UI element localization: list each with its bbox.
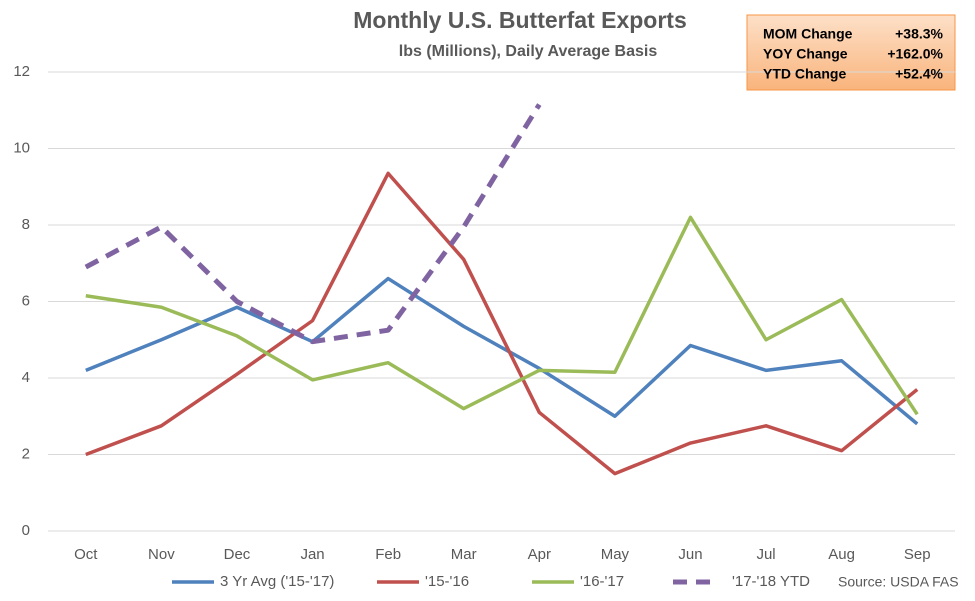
x-tick-label: Feb xyxy=(375,546,401,563)
x-tick-label: Dec xyxy=(224,546,251,563)
x-tick-label: Oct xyxy=(74,546,98,563)
y-tick-label: 10 xyxy=(13,139,30,156)
series-line xyxy=(85,171,919,476)
legend-label: '16-'17 xyxy=(580,573,624,590)
legend-label: '15-'16 xyxy=(425,573,469,590)
y-tick-label: 12 xyxy=(13,63,30,80)
x-tick-label: Jul xyxy=(756,546,775,563)
y-tick-label: 0 xyxy=(22,522,30,539)
summary-label: YTD Change xyxy=(763,66,846,82)
x-tick-label: Sep xyxy=(904,546,931,563)
summary-value: +52.4% xyxy=(895,66,943,82)
series-line xyxy=(85,215,919,416)
summary-label: YOY Change xyxy=(763,46,848,62)
source: Source: USDA FAS xyxy=(838,574,959,590)
x-tick-label: Jan xyxy=(300,546,324,563)
x-tick-label: Aug xyxy=(828,546,855,563)
y-tick-label: 6 xyxy=(22,292,30,309)
x-tick-label: Jun xyxy=(678,546,702,563)
summary-value: +162.0% xyxy=(887,46,943,62)
y-tick-label: 4 xyxy=(22,369,30,386)
x-tick-label: May xyxy=(601,546,630,563)
summary-label: MOM Change xyxy=(763,26,853,42)
series-line xyxy=(84,103,542,345)
legend-label: '17-'18 YTD xyxy=(732,573,810,590)
series-line xyxy=(85,276,919,426)
y-tick-label: 2 xyxy=(22,445,30,462)
x-tick-label: Nov xyxy=(148,546,175,563)
summary-box xyxy=(746,14,956,91)
chart-subtitle: lbs (Millions), Daily Average Basis xyxy=(399,43,658,60)
summary-value: +38.3% xyxy=(895,26,943,42)
y-tick-label: 8 xyxy=(22,216,30,233)
legend-label: 3 Yr Avg ('15-'17) xyxy=(220,573,334,590)
chart-title: Monthly U.S. Butterfat Exports xyxy=(353,7,687,33)
x-tick-label: Mar xyxy=(451,546,477,563)
x-tick-label: Apr xyxy=(528,546,551,563)
